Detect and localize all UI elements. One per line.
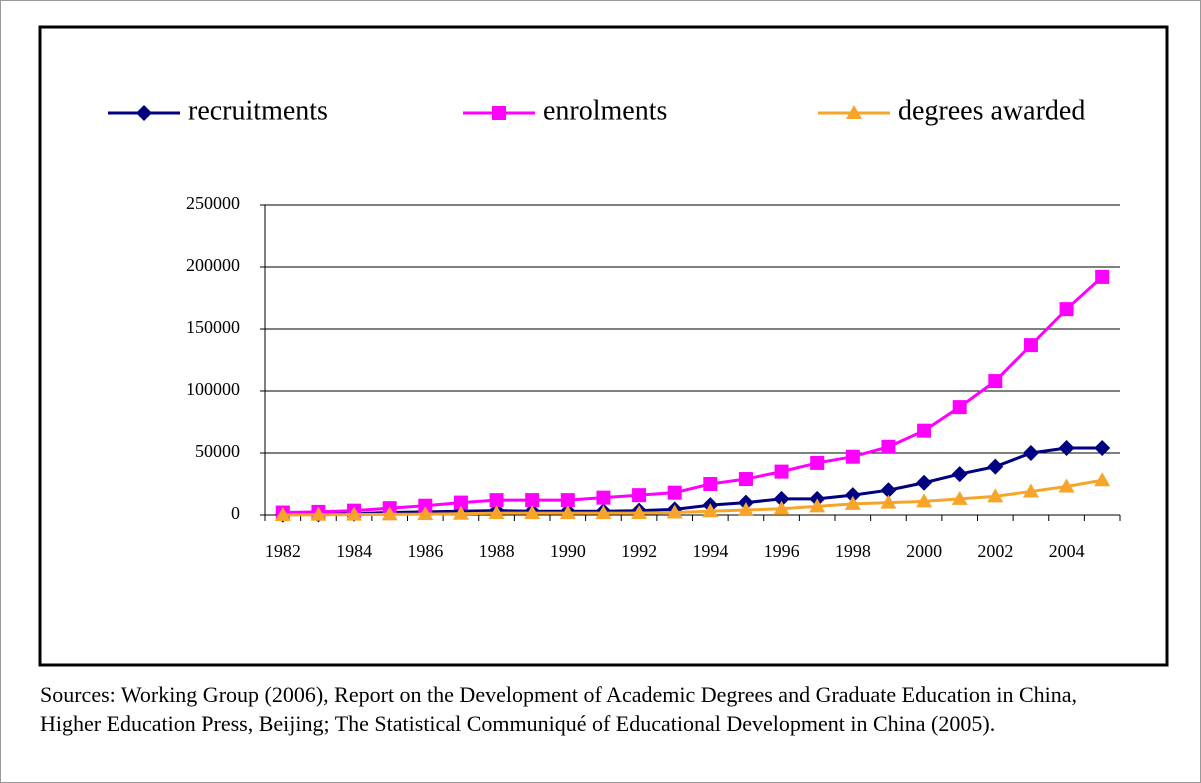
data-point: [702, 503, 719, 518]
data-point: [916, 474, 933, 491]
data-point: [346, 506, 363, 521]
y-tick-label: 50000: [195, 441, 240, 461]
data-point: [489, 493, 504, 508]
data-point: [987, 488, 1004, 503]
data-point: [417, 506, 434, 521]
data-point: [773, 500, 790, 515]
y-tick-label: 250000: [186, 193, 240, 213]
data-point: [453, 495, 468, 510]
data-point: [1094, 472, 1111, 487]
y-tick-label: 0: [231, 503, 240, 523]
data-point: [810, 455, 825, 470]
legend-marker: [492, 106, 506, 120]
data-point: [774, 464, 789, 479]
legend-label: degrees awarded: [898, 95, 1085, 126]
data-point: [488, 505, 505, 520]
data-point: [559, 505, 576, 520]
data-point: [666, 504, 683, 519]
data-point: [916, 493, 933, 508]
data-point: [525, 493, 540, 508]
legend-label: enrolments: [543, 95, 667, 126]
data-point: [881, 439, 896, 454]
x-tick-label: 2000: [906, 541, 942, 561]
data-point: [773, 490, 790, 507]
data-point: [1023, 338, 1038, 353]
data-point: [917, 423, 932, 438]
x-tick-label: 2002: [977, 541, 1013, 561]
data-point: [1022, 445, 1039, 461]
data-point: [880, 494, 897, 509]
data-point: [1058, 440, 1075, 457]
data-point: [737, 502, 754, 517]
x-tick-label: 1996: [764, 541, 800, 561]
data-point: [274, 507, 291, 521]
y-tick-label: 100000: [186, 379, 240, 399]
data-point: [844, 487, 861, 504]
data-point: [1059, 302, 1074, 317]
y-tick-label: 150000: [186, 317, 240, 337]
data-point: [952, 400, 967, 415]
data-point: [1058, 478, 1075, 493]
data-point: [310, 506, 327, 521]
data-point: [845, 449, 860, 464]
x-tick-label: 1998: [835, 541, 871, 561]
legend-label: recruitments: [188, 95, 328, 126]
data-point: [595, 505, 612, 520]
data-point: [951, 490, 968, 505]
series-line: [282, 275, 1104, 515]
series-line: [282, 478, 1103, 517]
data-point: [452, 505, 469, 520]
x-tick-label: 1990: [550, 541, 586, 561]
x-tick-label: 1988: [479, 541, 515, 561]
data-point: [1095, 269, 1110, 284]
data-point: [632, 488, 647, 503]
data-point: [1094, 440, 1111, 457]
data-point: [988, 374, 1003, 389]
chart-border: [38, 25, 1169, 667]
data-point: [631, 505, 648, 520]
data-point: [951, 466, 968, 483]
legend-marker: [846, 105, 862, 119]
data-point: [524, 505, 541, 520]
data-point: [987, 458, 1004, 475]
x-tick-label: 1994: [692, 541, 728, 561]
data-point: [809, 498, 826, 513]
x-tick-label: 1982: [265, 541, 301, 561]
data-point: [667, 485, 682, 500]
data-point: [738, 472, 753, 487]
data-point: [560, 493, 575, 508]
data-point: [381, 506, 398, 521]
legend-marker: [136, 105, 152, 121]
x-tick-label: 2004: [1049, 541, 1085, 561]
series-line: [282, 446, 1103, 517]
data-point: [880, 482, 897, 499]
data-point: [844, 495, 861, 510]
data-point: [703, 477, 718, 491]
x-tick-label: 1984: [336, 541, 372, 561]
data-point: [1022, 483, 1039, 498]
data-point: [596, 490, 611, 505]
y-tick-label: 200000: [186, 255, 240, 275]
data-point: [418, 498, 433, 513]
source-note: Sources: Working Group (2006), Report on…: [40, 682, 1078, 736]
x-tick-label: 1992: [621, 541, 657, 561]
x-tick-label: 1986: [407, 541, 443, 561]
